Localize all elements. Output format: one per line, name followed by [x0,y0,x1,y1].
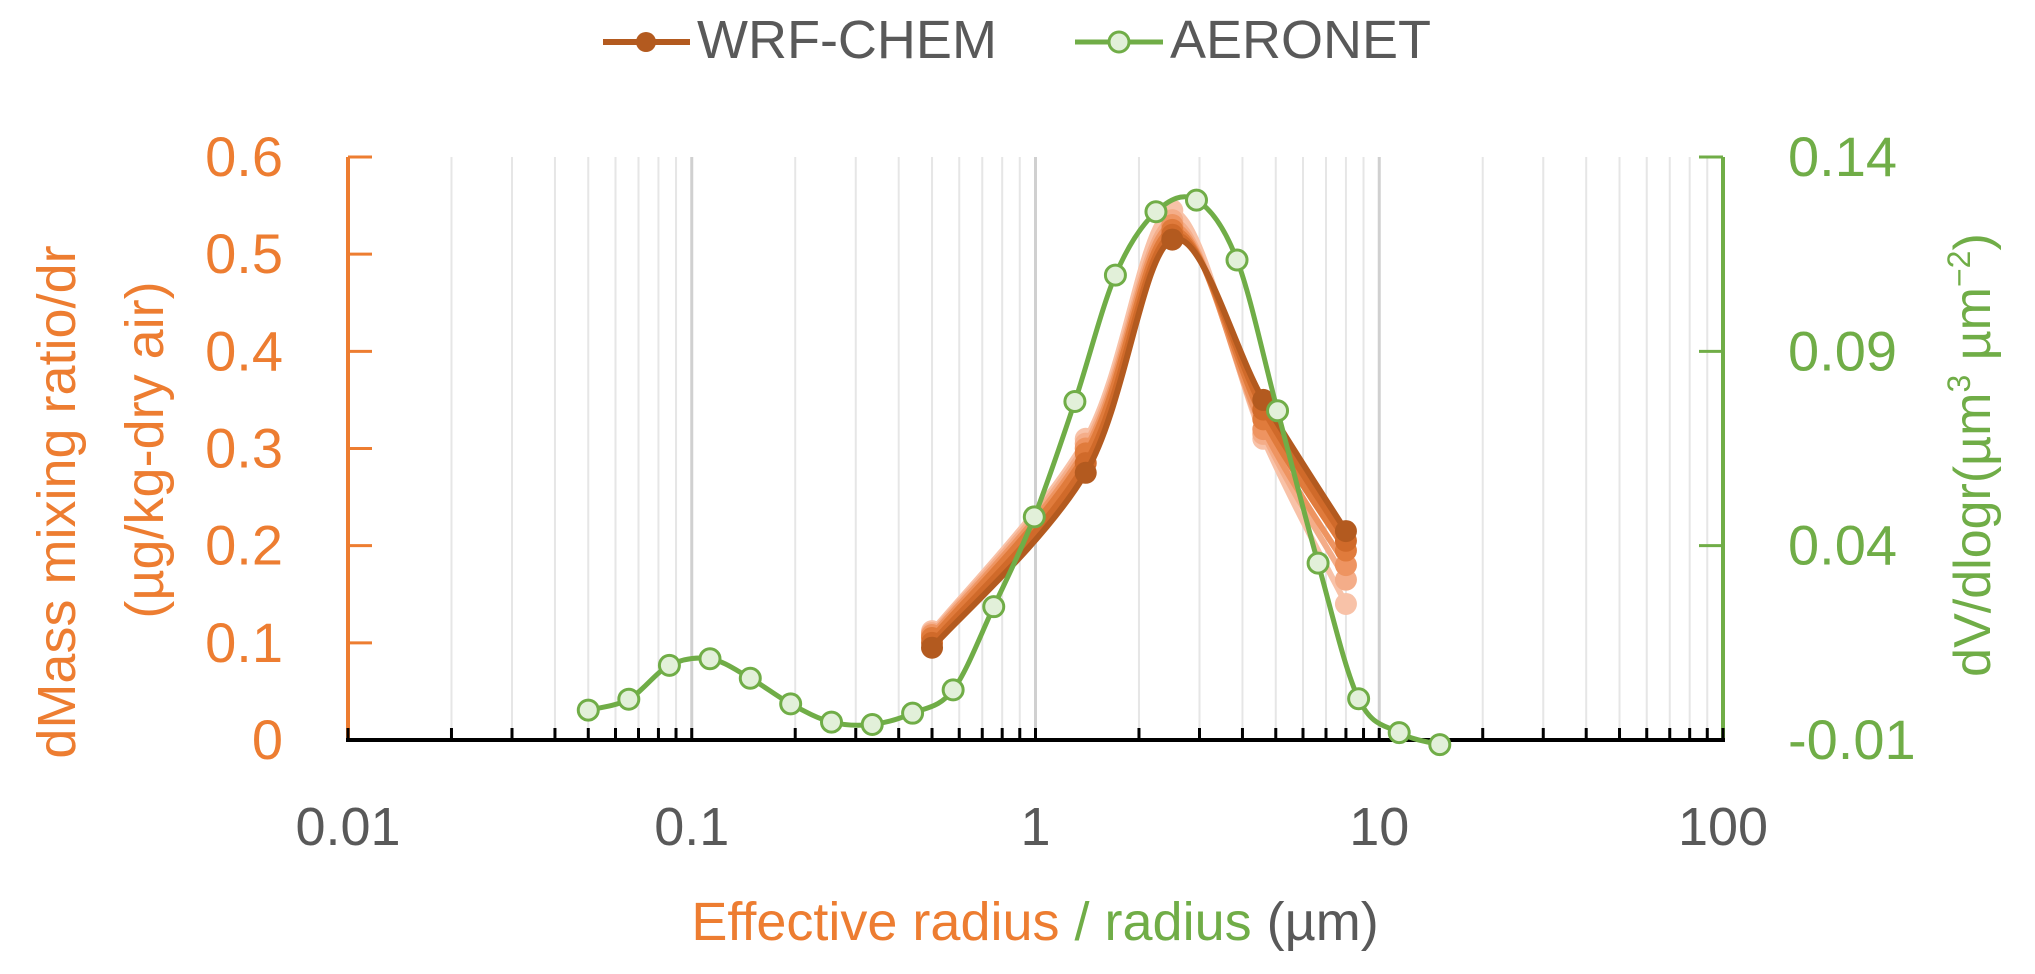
aeronet-point [901,701,925,725]
aeronet-point [779,692,803,716]
aeronet-point [1347,687,1371,711]
aeronet-point [860,712,884,736]
wrf-chem-point [1161,228,1184,251]
left-axis-title-line2: (µg/kg-dry air) [115,281,175,618]
x-axis-title-part3: radius [1105,892,1252,952]
x-axis: 0.01 0.1 1 10 100 [295,728,1768,857]
legend: WRF-CHEM AERONET [603,10,1431,70]
wrf-chem-point [1334,520,1357,543]
left-tick-label: 0.2 [205,514,283,577]
left-axis: 0 0.1 0.2 0.3 0.4 0.5 0.6 [205,125,372,771]
aeronet-point [657,653,681,677]
left-tick-label: 0 [252,708,283,771]
vertical-gridlines [450,157,1709,740]
right-tick-label: -0.01 [1788,708,1916,771]
left-axis-title-line1: dMass mixing ratio/dr [27,245,87,758]
right-axis-title-sup2: −2 [1941,251,1977,287]
x-axis-title-part1: Effective radius [691,892,1059,952]
left-tick-label: 0.5 [205,222,283,285]
left-tick-label: 0.1 [205,611,283,674]
right-axis-title-sup1: 3 [1941,375,1977,393]
left-tick-label: 0.6 [205,125,283,188]
left-tick-label: 0.3 [205,417,283,480]
aeronet-point [576,698,600,722]
right-tick-label: 0.04 [1788,514,1897,577]
right-tick-label: 0.14 [1788,125,1897,188]
legend-wrf-marker [636,32,656,52]
right-axis-title: dV/dlogr(µm3 µm−2) [1941,233,2002,677]
right-axis-title-main: dV/dlogr(µm [1944,393,2002,677]
wrf-chem-point [921,636,944,659]
aeronet-point [617,687,641,711]
legend-aeronet-label: AERONET [1170,10,1431,70]
wrf-chem-point [1334,592,1357,615]
x-axis-ticks: 0.01 0.1 1 10 100 [295,728,1768,857]
legend-aeronet-marker [1107,30,1131,54]
x-tick-label: 1 [1020,797,1050,857]
legend-wrf-label: WRF-CHEM [697,10,997,70]
right-axis-title-mid: µm [1944,287,2002,375]
aeronet-point [1225,248,1249,272]
aeronet-point [1184,188,1208,212]
x-tick-label: 0.1 [654,797,729,857]
right-axis-title-end: ) [1944,233,2002,250]
aeronet-point [1306,551,1330,575]
x-tick-label: 0.01 [295,797,400,857]
aeronet-point [1266,399,1290,423]
aeronet-point [941,678,965,702]
x-axis-title: Effective radius / radius (µm) [691,892,1378,952]
aeronet-series [576,188,1452,757]
aeronet-point [1022,505,1046,529]
right-axis-ticks: -0.01 0.04 0.09 0.14 [1699,125,1916,771]
right-tick-label: 0.09 [1788,319,1897,382]
left-axis-ticks: 0 0.1 0.2 0.3 0.4 0.5 0.6 [205,125,372,771]
x-axis-title-part2: / [1060,892,1105,952]
aeronet-point [1387,721,1411,745]
aeronet-point [982,595,1006,619]
x-axis-title-part4: (µm) [1252,892,1379,952]
aeronet-point [698,647,722,671]
aeronet-point [1063,389,1087,413]
aeronet-point [738,666,762,690]
x-tick-label: 100 [1678,797,1768,857]
wrf-chem-point [1074,461,1097,484]
aeronet-point [1144,200,1168,224]
right-axis: -0.01 0.04 0.09 0.14 [1699,125,1916,771]
aeronet-point [819,710,843,734]
x-tick-label: 10 [1349,797,1409,857]
aeronet-point [1428,733,1452,757]
aeronet-point [1103,263,1127,287]
left-tick-label: 0.4 [205,319,283,382]
